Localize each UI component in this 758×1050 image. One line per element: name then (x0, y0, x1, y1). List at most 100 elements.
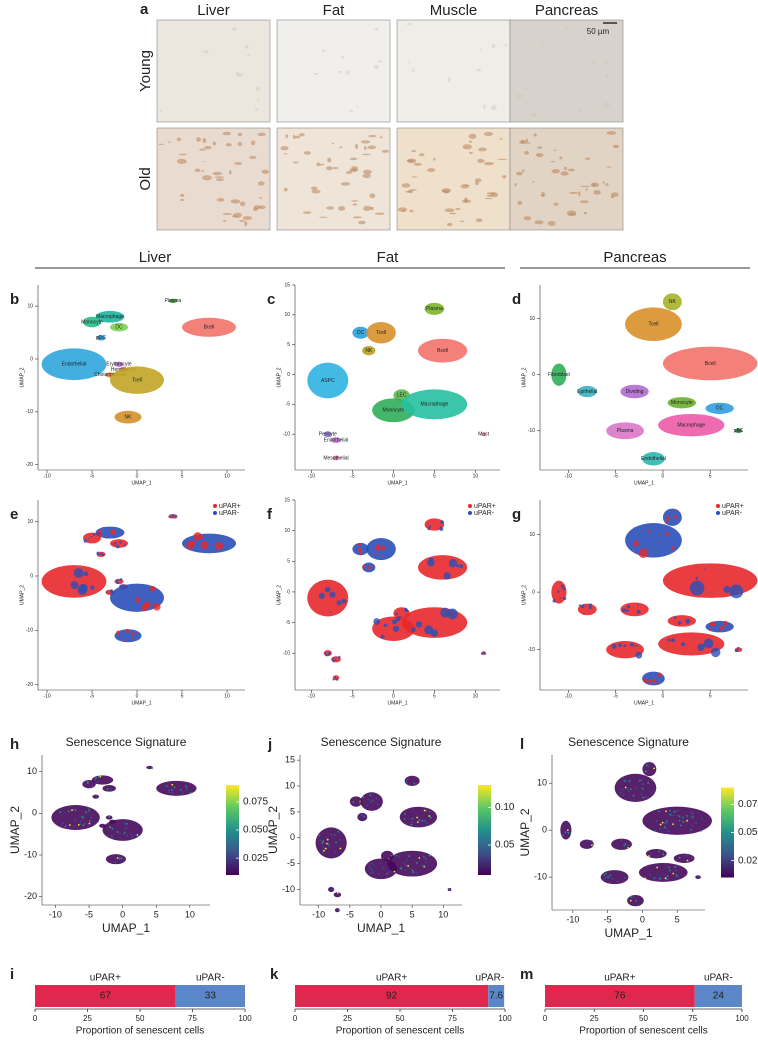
cell-speckle (410, 627, 416, 633)
cell-speckle (181, 792, 184, 795)
cell-speckle (638, 548, 649, 558)
stain (525, 142, 531, 144)
cluster (332, 455, 340, 461)
stain (316, 162, 320, 167)
stain (255, 108, 259, 111)
cell-speckle (321, 851, 324, 853)
cell-speckle (439, 527, 444, 532)
cell-speckle (395, 612, 399, 616)
stain (248, 155, 257, 159)
x-tick-label: 75 (188, 1014, 197, 1023)
stain (338, 70, 342, 73)
stain (448, 212, 457, 215)
cell-speckle (398, 855, 401, 858)
stain (348, 109, 353, 112)
cluster-label: Erythrocyte (106, 362, 132, 368)
cell-speckle (68, 824, 71, 826)
colorbar-tick-label: 0.050 (243, 825, 268, 836)
cell-speckle (392, 625, 400, 633)
cell-speckle (674, 515, 679, 519)
x-tick-label: 50 (136, 1014, 145, 1023)
cell-speckle (323, 849, 325, 852)
y-axis-label: UMAP_2 (19, 367, 25, 387)
cell-speckle (632, 896, 635, 899)
cell-speckle (338, 655, 341, 659)
value-label: 92 (386, 991, 398, 1002)
stain (339, 146, 343, 149)
cell-speckle (556, 590, 560, 594)
x-tick-label: 0 (640, 914, 645, 924)
cell-speckle (332, 659, 336, 663)
stain (516, 171, 523, 176)
stain (522, 169, 525, 172)
stain (180, 193, 185, 197)
cell-speckle (334, 851, 337, 854)
cell-speckle (690, 811, 693, 814)
cell-speckle (369, 794, 372, 797)
cell-speckle (167, 789, 170, 792)
y-tick-label: 10 (284, 528, 290, 534)
cell-speckle (624, 786, 627, 789)
stain (310, 186, 318, 191)
colorbar-tick-label: 0.05 (495, 840, 515, 851)
stain (590, 182, 600, 188)
cell-cloud (349, 796, 363, 807)
tissue-header: Fat (377, 249, 400, 266)
cell-speckle (126, 834, 128, 837)
stain (351, 200, 359, 202)
cluster (182, 317, 236, 337)
cell-speckle (143, 601, 151, 609)
cell-speckle (184, 784, 187, 787)
x-tick-label: 0 (136, 693, 139, 699)
y-tick-label: 10 (27, 519, 33, 525)
cell-speckle (647, 765, 649, 767)
cell-speckle (153, 603, 161, 611)
cell-speckle (393, 870, 396, 873)
cell-speckle (411, 817, 414, 820)
stain (250, 140, 256, 146)
stain (474, 178, 482, 183)
row-header: Old (137, 167, 154, 190)
cell-speckle (429, 816, 432, 819)
cell-speckle (588, 603, 593, 607)
cell-speckle (634, 787, 637, 790)
colorbar-tick-label: 0.10 (495, 802, 515, 813)
cell-speckle (643, 678, 648, 683)
x-tick-label: 5 (410, 909, 415, 919)
cell-speckle (359, 548, 362, 551)
cluster (401, 389, 468, 420)
tissue-header: Pancreas (603, 249, 666, 266)
stain (475, 218, 483, 223)
stain (196, 137, 201, 142)
y-tick-label: -10 (24, 849, 37, 859)
cell-speckle (381, 554, 383, 557)
cell-speckle (607, 876, 610, 879)
cell-speckle (96, 532, 100, 536)
cell-speckle (562, 587, 566, 591)
segment-name: uPAR- (704, 973, 733, 984)
cell-speckle (135, 834, 138, 837)
cell-speckle (328, 845, 331, 847)
colorbar (478, 785, 491, 875)
cell-speckle (125, 628, 130, 633)
cell-cloud (695, 875, 701, 879)
stain (349, 157, 358, 161)
cell-speckle (189, 791, 192, 794)
cell-speckle (630, 895, 632, 898)
cell-speckle (90, 535, 93, 538)
cluster-label: DC (357, 330, 365, 336)
cell-speckle (71, 809, 73, 812)
stain (311, 189, 321, 194)
cell-speckle (665, 820, 668, 823)
stain (563, 166, 568, 170)
cell-speckle (580, 604, 585, 609)
cell-speckle (663, 826, 666, 829)
cell-speckle (672, 872, 675, 875)
cell-speckle (635, 644, 638, 647)
cell-speckle (332, 678, 335, 681)
cell-speckle (662, 851, 665, 854)
cluster-label: Tcell (132, 377, 142, 383)
stain (216, 197, 225, 202)
cluster (625, 307, 682, 342)
cell-speckle (652, 678, 657, 683)
